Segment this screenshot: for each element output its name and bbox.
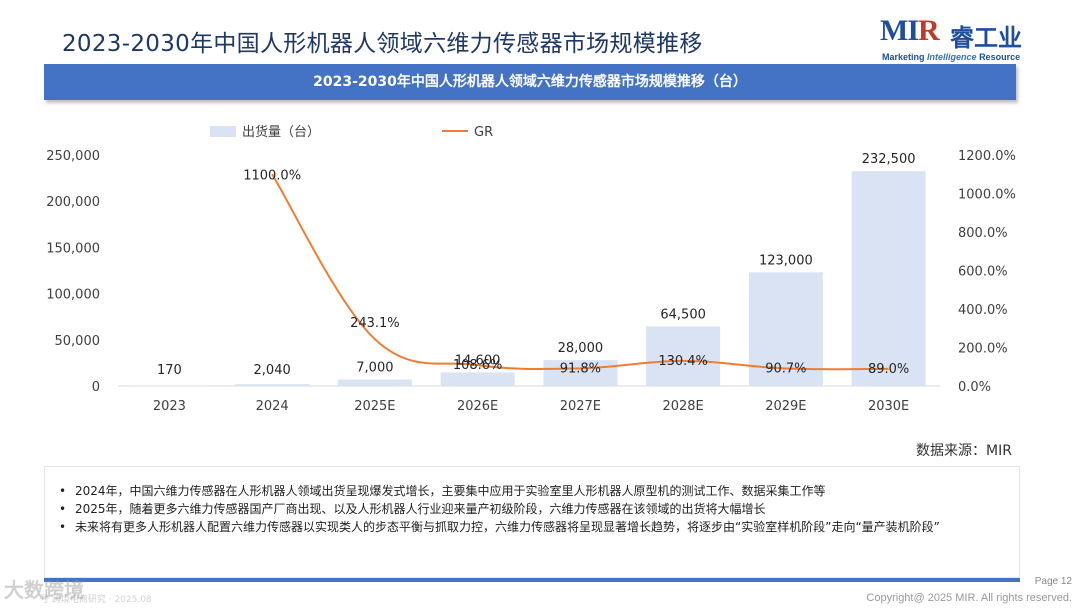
y-left-tick-label: 250,000 xyxy=(46,149,100,164)
line-data-label: 108.6% xyxy=(453,358,503,373)
bar-data-label: 14,600 xyxy=(455,354,501,369)
note-item: 2025年，随着更多六维力传感器国产厂商出现、以及人形机器人行业迎来量产初级阶段… xyxy=(59,501,999,517)
gr-line xyxy=(271,173,889,371)
bar-data-label: 28,000 xyxy=(558,341,604,356)
y-left-tick-label: 0 xyxy=(92,380,100,395)
legend-line-label: GR xyxy=(474,125,493,140)
line-data-label: 90.7% xyxy=(765,362,806,377)
y-right-tick-label: 600.0% xyxy=(958,265,1008,280)
x-tick-label: 2024 xyxy=(256,399,289,414)
data-source: 数据来源：MIR xyxy=(916,443,1012,459)
y-left-tick-label: 100,000 xyxy=(46,288,100,303)
legend-bar-label: 出货量（台） xyxy=(242,124,320,140)
line-data-label: 89.0% xyxy=(868,362,909,377)
logo-tagline: Marketing Intelligence Resource xyxy=(882,52,1021,62)
mir-logo: MIR 睿工业 Marketing Intelligence Resource xyxy=(880,14,1040,66)
logo-chinese: 睿工业 xyxy=(950,24,1022,52)
bar xyxy=(337,379,412,386)
watermark-sub: 号 跨境电商研究 · 2025.08 xyxy=(40,595,152,605)
y-left-tick-label: 150,000 xyxy=(46,241,100,256)
bar-data-label: 64,500 xyxy=(660,307,706,322)
y-left-tick-label: 200,000 xyxy=(46,195,100,210)
line-data-label: 1100.0% xyxy=(243,168,301,183)
line-data-label: 243.1% xyxy=(350,316,400,331)
y-left-tick-label: 50,000 xyxy=(55,334,101,349)
y-right-tick-label: 1200.0% xyxy=(958,149,1016,164)
y-right-tick-label: 1000.0% xyxy=(958,188,1016,203)
bar-data-label: 7,000 xyxy=(356,361,393,376)
line-data-label: 130.4% xyxy=(658,354,708,369)
bar-data-label: 123,000 xyxy=(759,253,813,268)
note-item: 未来将有更多人形机器人配置六维力传感器以实现类人的步态平衡与抓取力控，六维力传感… xyxy=(59,519,999,535)
bar xyxy=(543,360,618,386)
x-tick-label: 2028E xyxy=(662,399,703,414)
bar xyxy=(235,384,310,386)
x-tick-label: 2025E xyxy=(354,399,395,414)
bar-data-label: 170 xyxy=(157,363,182,378)
bar-data-label: 232,500 xyxy=(862,152,916,167)
x-tick-label: 2029E xyxy=(765,399,806,414)
line-data-label: 91.8% xyxy=(560,361,601,376)
notes-box: 2024年，中国六维力传感器在人形机器人领域出货呈现爆发式增长，主要集中应用于实… xyxy=(44,466,1020,578)
page-number: Page 12 xyxy=(1034,576,1072,587)
logo-wordmark: MIR xyxy=(880,14,940,47)
y-right-tick-label: 200.0% xyxy=(958,342,1008,357)
page-title: 2023-2030年中国人形机器人领域六维力传感器市场规模推移 xyxy=(62,31,703,57)
y-right-tick-label: 800.0% xyxy=(958,226,1008,241)
copyright: Copyright@ 2025 MIR. All rights reserved… xyxy=(866,592,1072,604)
bar xyxy=(440,372,515,386)
bar xyxy=(851,171,926,386)
y-right-tick-label: 400.0% xyxy=(958,303,1008,318)
bar-data-label: 2,040 xyxy=(254,363,291,378)
x-tick-label: 2026E xyxy=(457,399,498,414)
x-tick-label: 2023 xyxy=(153,399,186,414)
note-item: 2024年，中国六维力传感器在人形机器人领域出货呈现爆发式增长，主要集中应用于实… xyxy=(59,483,999,499)
x-tick-label: 2030E xyxy=(868,399,909,414)
watermark: 大数跨境 xyxy=(4,578,84,602)
x-tick-label: 2027E xyxy=(560,399,601,414)
bar xyxy=(646,326,721,386)
y-right-tick-label: 0.0% xyxy=(958,380,991,395)
legend-bar-swatch xyxy=(210,126,236,137)
chart-header: 2023-2030年中国人形机器人领域六维力传感器市场规模推移（台） xyxy=(44,64,1016,100)
bar xyxy=(132,385,207,387)
